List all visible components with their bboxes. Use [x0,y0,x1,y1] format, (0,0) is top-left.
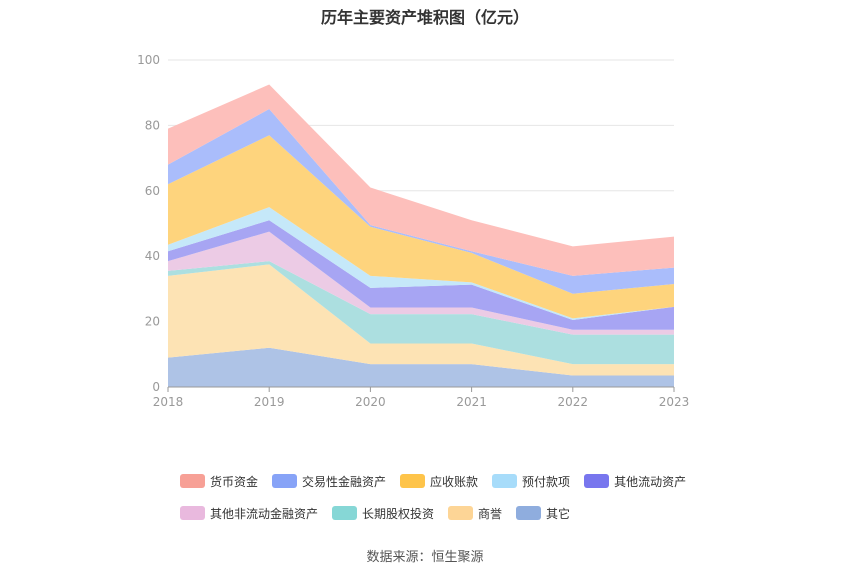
area-其它 [168,347,674,387]
legend-label: 预付款项 [522,474,571,489]
legend-label: 其他非流动金融资产 [210,506,319,521]
y-tick-label: 0 [152,380,160,394]
legend-item[interactable]: 商誉 [448,505,502,522]
x-tick-label: 2022 [558,395,589,409]
legend-label: 货币资金 [210,474,259,489]
area-其他流动资产 [168,220,674,330]
y-tick-label: 20 [145,315,160,329]
legend-swatch [516,506,542,520]
y-axis-tick-labels: 0 20 40 60 80 100 [137,53,160,394]
legend: 货币资金 交易性金融资产 应收账款 预付款项 其他流动资产 其他非流动金融资产 长期股权投… [180,473,700,537]
y-tick-label: 40 [145,249,160,263]
y-tick-label: 60 [145,184,160,198]
legend-swatch [584,474,610,488]
legend-swatch [180,506,205,520]
legend-swatch [332,506,358,520]
chart-title: 历年主要资产堆积图（亿元） [320,8,529,27]
x-axis [167,386,675,392]
legend-row: 其他非流动金融资产 长期股权投资 商誉 其它 [180,505,700,521]
y-tick-label: 80 [145,118,160,132]
legend-swatch [448,506,474,520]
legend-label: 其他流动资产 [614,474,687,489]
legend-item[interactable]: 预付款项 [492,473,570,490]
legend-row: 货币资金 交易性金融资产 应收账款 预付款项 其他流动资产 [180,473,700,489]
legend-label: 交易性金融资产 [302,474,387,489]
legend-item[interactable]: 货币资金 [180,473,258,490]
area-交易性金融资产 [168,109,674,294]
x-tick-label: 2018 [153,395,184,409]
legend-item[interactable]: 其他非流动金融资产 [180,505,318,522]
area-其他非流动金融资产 [168,231,674,335]
x-tick-label: 2023 [659,395,690,409]
area-series [168,84,674,387]
legend-swatch [400,474,426,488]
legend-item[interactable]: 交易性金融资产 [272,473,386,490]
legend-label: 其它 [546,506,571,521]
stacked-area-chart: 0 20 40 60 80 100 2018 2019 2020 2021 2022 2023 [137,53,690,409]
data-source: 数据来源：恒生聚源 [366,550,484,565]
x-axis-tick-labels: 2018 2019 2020 2021 2022 2023 [153,395,690,409]
x-tick-label: 2020 [355,395,386,409]
area-货币资金 [168,84,674,276]
area-商誉 [168,264,674,376]
y-tick-label: 100 [137,53,160,67]
area-应收账款 [168,135,674,319]
legend-swatch [492,474,518,488]
legend-item[interactable]: 其他流动资产 [584,473,686,490]
area-长期股权投资 [168,261,674,365]
x-tick-label: 2021 [456,395,487,409]
legend-item[interactable]: 应收账款 [400,473,478,490]
legend-item[interactable]: 长期股权投资 [332,505,434,522]
legend-label: 商誉 [478,506,503,521]
area-预付款项 [168,207,674,320]
legend-swatch [272,474,298,488]
x-tick-label: 2019 [254,395,285,409]
legend-label: 应收账款 [430,474,479,489]
legend-item[interactable]: 其它 [516,505,570,522]
legend-swatch [180,474,205,488]
legend-label: 长期股权投资 [362,506,435,521]
